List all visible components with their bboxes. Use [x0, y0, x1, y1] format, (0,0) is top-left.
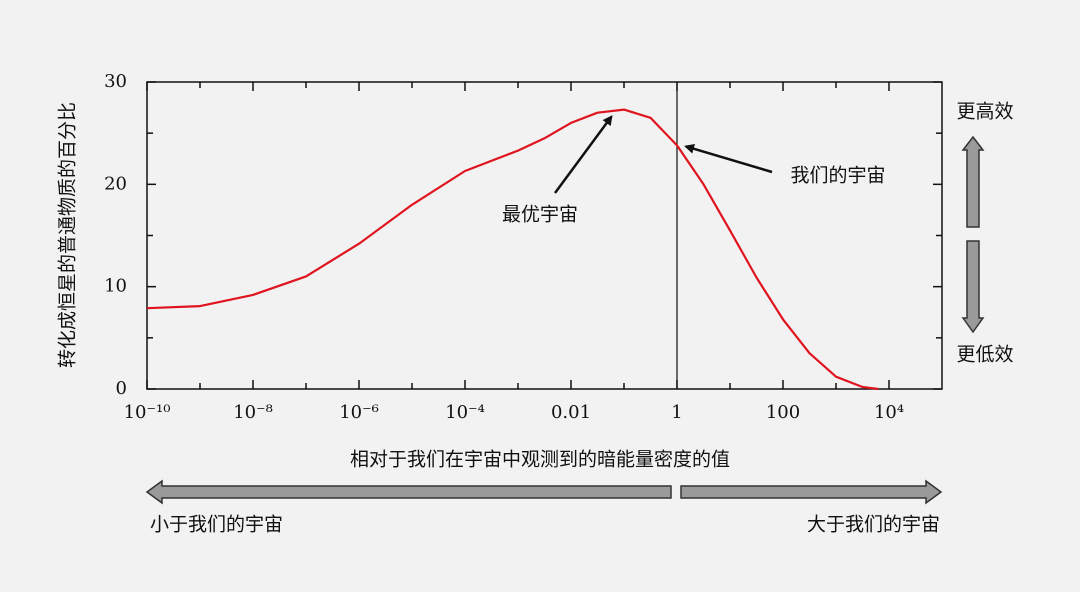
up-label: 更高效 [956, 101, 1013, 123]
down-label: 更低效 [956, 344, 1013, 366]
up-arrow [961, 135, 985, 228]
x-tick-label: 10⁻⁶ [339, 402, 379, 423]
y-tick-label: 30 [104, 71, 127, 92]
annotation-arrow [684, 143, 773, 174]
right-label: 大于我们的宇宙 [807, 514, 940, 536]
x-tick-label: 100 [766, 402, 800, 423]
x-tick-label: 0.01 [551, 402, 591, 423]
y-axis-label: 转化成恒星的普通物质的百分比 [57, 102, 79, 368]
x-tick-label: 10⁻⁴ [445, 402, 485, 423]
x-axis-label: 相对于我们在宇宙中观测到的暗能量密度的值 [350, 449, 730, 471]
left-label: 小于我们的宇宙 [150, 514, 283, 536]
y-tick-label: 20 [104, 173, 127, 194]
left-arrow [145, 479, 672, 505]
annotation: 最优宇宙 [502, 204, 578, 226]
annotation: 我们的宇宙 [790, 165, 885, 187]
x-tick-label: 10⁻¹⁰ [124, 402, 171, 423]
right-arrow [680, 479, 943, 505]
down-arrow [961, 240, 985, 334]
y-tick-label: 10 [104, 276, 127, 297]
y-tick-label: 0 [116, 378, 127, 399]
data-line [146, 108, 879, 391]
annotation-arrow [553, 115, 613, 194]
x-tick-label: 10⁻⁸ [233, 402, 273, 423]
x-tick-label: 1 [671, 402, 682, 423]
x-tick-label: 10⁴ [874, 402, 904, 423]
